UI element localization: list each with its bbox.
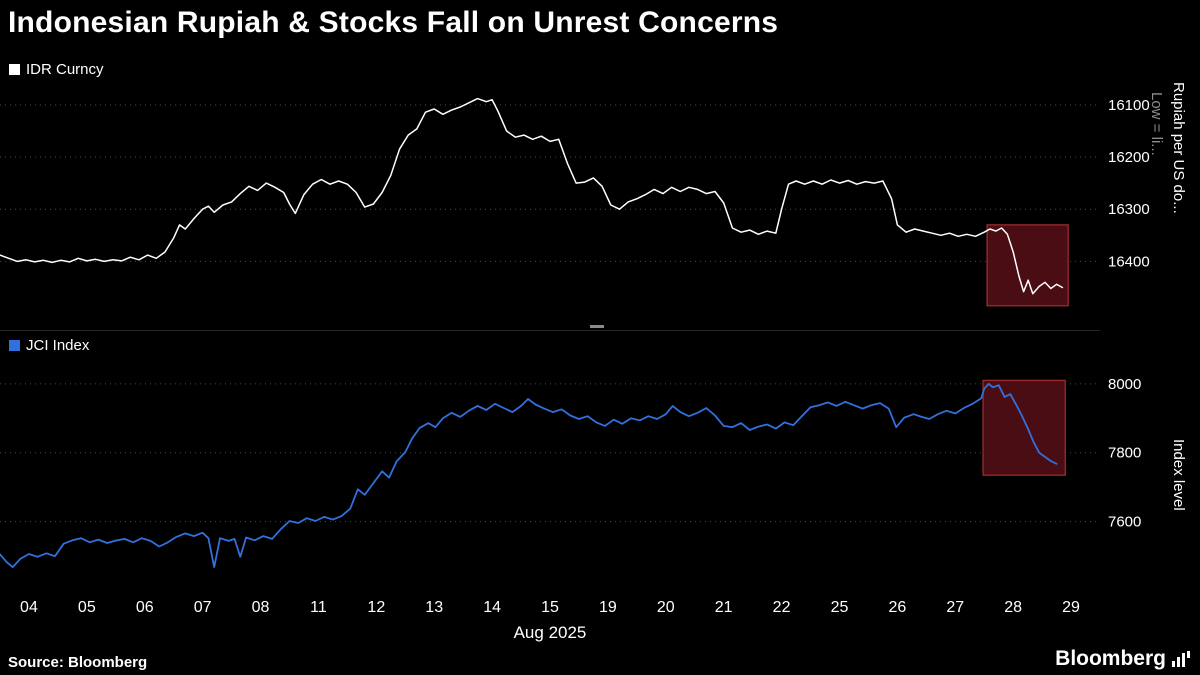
- legend-idr: IDR Curncy: [9, 61, 104, 78]
- legend-jci: JCI Index: [9, 337, 89, 354]
- y-tick-label: 16100: [1108, 97, 1150, 114]
- idr-series-line: [0, 97, 1064, 295]
- x-axis-label: 12: [367, 599, 386, 616]
- selloff-highlight-box: [986, 224, 1069, 307]
- panel-resize-grip-icon[interactable]: [590, 325, 604, 328]
- x-axis-label: 27: [946, 599, 965, 616]
- bloomberg-logo-bars-icon: [1172, 651, 1190, 667]
- x-axis-label: 08: [251, 599, 270, 616]
- y-tick-label: 8000: [1108, 376, 1141, 393]
- idr-legend-swatch-icon: [9, 64, 20, 75]
- y-tick-label: 16400: [1108, 253, 1150, 270]
- x-axis-label: 26: [888, 599, 907, 616]
- jci-legend-label: JCI Index: [26, 337, 90, 354]
- x-axis-label: 13: [425, 599, 444, 616]
- selloff-highlight-box: [982, 379, 1066, 476]
- x-axis-label: 19: [598, 599, 617, 616]
- x-axis-label: 20: [656, 599, 675, 616]
- x-axis-label: 07: [193, 599, 212, 616]
- x-axis: 04 05 06 07 08 11 12 13 14 15 19 20 21 22 25 26 27 28 29: [0, 599, 1100, 619]
- x-axis-label: 28: [1004, 599, 1023, 616]
- x-axis-label: 21: [714, 599, 733, 616]
- x-axis-label: 05: [77, 599, 96, 616]
- bloomberg-logo: Bloomberg: [1055, 647, 1190, 671]
- idr-axis-note: Low = li...: [1148, 92, 1165, 156]
- panel-divider: [0, 330, 1100, 331]
- x-axis-label: 15: [541, 599, 559, 616]
- x-axis-label: 25: [830, 599, 849, 616]
- idr-currency-chart: 16100 16200 16300 16400: [0, 97, 1150, 307]
- jci-series-line: [0, 382, 1058, 569]
- page-title: Indonesian Rupiah & Stocks Fall on Unres…: [8, 6, 779, 39]
- x-axis-label: 29: [1062, 599, 1080, 616]
- jci-index-chart: 7600 7800 8000: [0, 376, 1141, 569]
- y-tick-label: 7800: [1108, 445, 1141, 462]
- idr-axis-label: Rupiah per US do...: [1170, 82, 1187, 214]
- idr-legend-label: IDR Curncy: [26, 61, 104, 78]
- x-axis-label: 14: [483, 599, 501, 616]
- y-tick-label: 16200: [1108, 149, 1150, 166]
- x-axis-label: 06: [135, 599, 154, 616]
- jci-legend-swatch-icon: [9, 340, 20, 351]
- source-credit: Source: Bloomberg: [8, 654, 148, 671]
- x-axis-title: Aug 2025: [513, 623, 587, 642]
- x-axis-label: 11: [310, 599, 327, 616]
- jci-axis-label: Index level: [1170, 439, 1187, 511]
- y-tick-label: 7600: [1108, 514, 1141, 531]
- bloomberg-logo-text: Bloomberg: [1055, 647, 1166, 670]
- x-axis-label: 22: [772, 599, 791, 616]
- y-tick-label: 16300: [1108, 201, 1150, 218]
- x-axis-label: 04: [20, 599, 38, 616]
